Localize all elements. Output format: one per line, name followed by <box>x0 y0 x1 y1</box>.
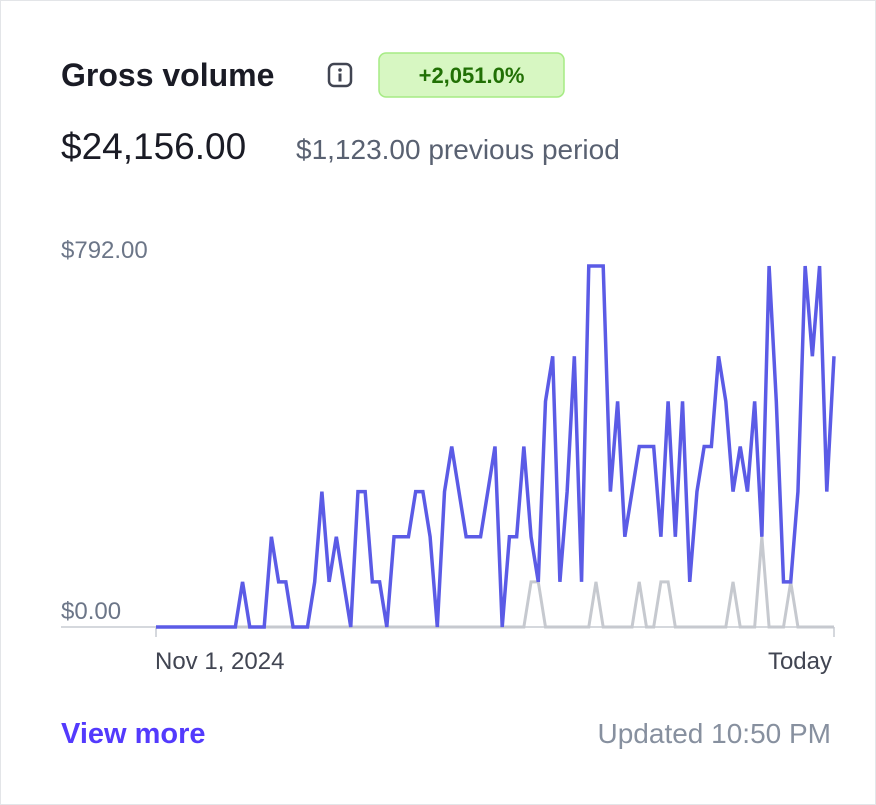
badge <box>378 52 565 98</box>
x-tick-label: Today <box>768 648 832 675</box>
previous-amount: $1,123.00 previous period <box>296 134 620 165</box>
change-badge: +2,051.0% <box>419 63 525 88</box>
updated-time: Updated 10:50 PM <box>598 718 832 749</box>
title: Gross volume <box>61 57 274 93</box>
chart: $792.00 $0.00 Nov 1, 2024 Today <box>61 237 836 675</box>
x-tick-label: Nov 1, 2024 <box>155 648 284 675</box>
view-more-link[interactable]: View more <box>61 718 206 750</box>
info-icon[interactable] <box>327 62 353 88</box>
series-line <box>156 536 834 629</box>
y-tick-label: $792.00 <box>61 237 148 264</box>
y-tick-label: $0.00 <box>61 598 121 625</box>
series-line <box>156 264 836 629</box>
amount: $24,156.00 <box>61 126 246 167</box>
